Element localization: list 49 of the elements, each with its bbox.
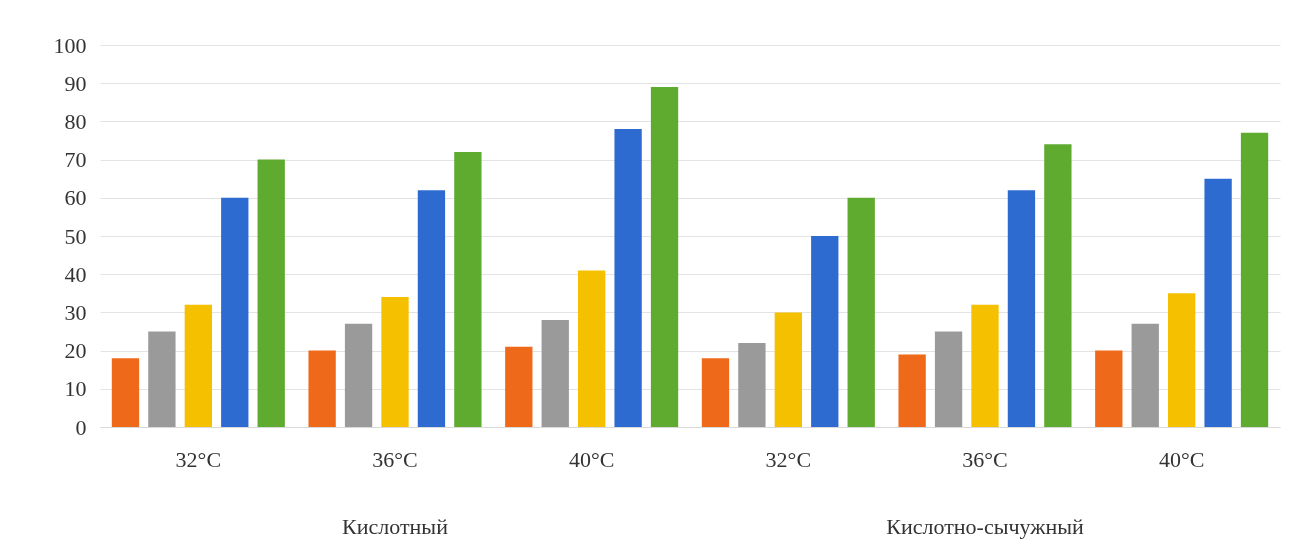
bar bbox=[308, 350, 336, 427]
y-tick-label: 20 bbox=[64, 338, 87, 364]
bar bbox=[1044, 144, 1072, 427]
bar bbox=[257, 159, 285, 427]
bar bbox=[381, 297, 409, 427]
bar bbox=[847, 197, 875, 427]
bar bbox=[614, 129, 642, 427]
y-tick-label: 0 bbox=[75, 414, 87, 440]
bar bbox=[417, 190, 446, 427]
bar bbox=[738, 342, 766, 427]
bar bbox=[454, 151, 482, 427]
bar bbox=[701, 358, 730, 427]
bar bbox=[221, 197, 249, 427]
bar bbox=[1204, 178, 1232, 427]
bar bbox=[148, 331, 176, 427]
text: Кислотный bbox=[342, 514, 449, 539]
bar bbox=[184, 304, 212, 427]
bar bbox=[971, 304, 999, 427]
x-tick-label: 36°C bbox=[962, 446, 1008, 472]
bar bbox=[1131, 323, 1159, 427]
y-tick-label: 30 bbox=[64, 299, 87, 325]
bar bbox=[1168, 293, 1196, 427]
x-tick-label: 32°C bbox=[765, 446, 812, 472]
x-tick-label: 32°C bbox=[175, 446, 222, 472]
bar bbox=[1007, 190, 1036, 427]
bar bbox=[1240, 132, 1269, 427]
bar bbox=[650, 87, 679, 427]
y-tick-label: 40 bbox=[64, 261, 87, 287]
y-tick-label: 100 bbox=[53, 32, 87, 58]
x-tick-label: 36°C bbox=[372, 446, 418, 472]
bar bbox=[111, 358, 140, 427]
x-tick-label: 40°C bbox=[568, 446, 615, 472]
bar bbox=[774, 312, 802, 427]
bar bbox=[811, 236, 839, 427]
y-tick-label: 50 bbox=[64, 223, 87, 249]
y-tick-label: 90 bbox=[64, 70, 87, 96]
bar bbox=[344, 323, 373, 427]
bar bbox=[578, 270, 606, 427]
text: Кислотно-сычужный bbox=[886, 514, 1084, 539]
bar bbox=[898, 354, 926, 427]
bar bbox=[541, 320, 569, 427]
bar bbox=[505, 346, 533, 427]
x-tick-label: 40°C bbox=[1158, 446, 1205, 472]
bar bbox=[934, 331, 963, 427]
y-tick-label: 10 bbox=[64, 376, 87, 402]
y-tick-label: 80 bbox=[64, 108, 87, 134]
y-tick-label: 70 bbox=[64, 147, 87, 173]
y-tick-label: 60 bbox=[64, 185, 87, 211]
bar bbox=[1095, 350, 1123, 427]
